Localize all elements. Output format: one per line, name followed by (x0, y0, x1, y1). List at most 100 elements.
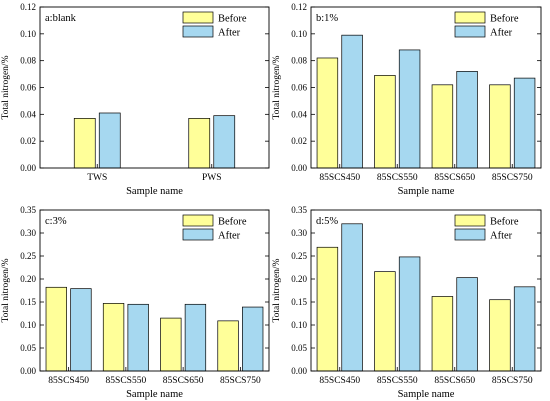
y-tick-label: 0.06 (20, 83, 36, 93)
panel-title: c:3% (45, 216, 67, 227)
bar-before-85scs750 (489, 299, 511, 372)
y-tick-label: 0.12 (291, 2, 307, 12)
legend-label-before: Before (490, 217, 519, 228)
bar-before-85scs550 (374, 271, 396, 372)
bar-before-85scs550 (374, 75, 396, 169)
bar-after-85scs450 (341, 223, 363, 372)
plot-frame (310, 209, 542, 372)
bar-before-85scs750 (489, 84, 511, 169)
legend-swatch-after (454, 228, 486, 241)
y-tick-label: 0.00 (20, 366, 36, 376)
y-tick-label: 0.15 (291, 297, 307, 307)
x-tick-label: PWS (202, 173, 222, 183)
bar-before-85scs750 (217, 320, 239, 372)
y-tick-label: 0.10 (20, 320, 36, 330)
legend-label-after: After (218, 231, 241, 242)
x-axis-label: Sample name (398, 389, 455, 400)
x-tick-label: 85SCS450 (319, 376, 360, 386)
legend-label-after: After (490, 28, 513, 39)
y-tick-label: 0.02 (291, 136, 307, 146)
x-tick-label: 85SCS450 (319, 173, 360, 183)
chart-panel-2: 0.00 0.05 0.10 0.15 0.20 0.25 0.30 0.35 85SCS450… (1, 205, 270, 400)
bar-after-pws (213, 115, 236, 169)
bar-before-pws (188, 118, 211, 169)
x-axis-label: Sample name (126, 186, 183, 197)
y-tick-label: 0.15 (20, 297, 36, 307)
plot-frame (39, 6, 270, 169)
bar-after-85scs750 (242, 306, 264, 372)
bar-before-85scs650 (160, 317, 182, 372)
bar-after-85scs550 (398, 49, 421, 169)
y-tick-label: 0.04 (291, 109, 307, 119)
y-axis-label: Total nitrogen/% (1, 55, 11, 119)
legend-swatch-after (454, 25, 486, 38)
x-tick-label: 85SCS550 (106, 376, 147, 386)
y-tick-label: 0.10 (291, 29, 307, 39)
bar-after-85scs450 (70, 288, 92, 372)
bar-after-85scs650 (184, 303, 207, 372)
y-tick-label: 0.25 (291, 251, 307, 261)
legend-swatch-after (182, 25, 214, 38)
chart-panel-0: 0.00 0.02 0.04 0.06 0.08 0.10 0.12 TWS PWS a:blan… (1, 2, 270, 197)
y-tick-label: 0.10 (291, 320, 307, 330)
x-tick-label: 85SCS750 (220, 376, 261, 386)
y-tick-label: 0.04 (20, 109, 36, 119)
legend-label-before: Before (218, 217, 247, 228)
x-axis-label: Sample name (398, 186, 455, 197)
legend-label-after: After (490, 231, 513, 242)
x-tick-label: 85SCS550 (377, 376, 418, 386)
x-tick-label: TWS (87, 173, 107, 183)
y-tick-label: 0.06 (291, 83, 307, 93)
x-tick-label: 85SCS550 (377, 173, 418, 183)
y-tick-label: 0.10 (20, 29, 36, 39)
chart-panel-1: 0.00 0.02 0.04 0.06 0.08 0.10 0.12 85SCS450 85SC… (272, 2, 542, 197)
panel-title: d:5% (316, 216, 338, 227)
x-tick-label: 85SCS650 (434, 376, 475, 386)
legend-swatch-before (182, 214, 214, 227)
legend-swatch-before (454, 11, 486, 24)
panel-title: a:blank (45, 13, 77, 24)
y-tick-label: 0.35 (20, 205, 36, 215)
bar-before-85scs450 (316, 246, 339, 372)
legend-swatch-before (182, 11, 214, 24)
panel-title: b:1% (316, 13, 338, 24)
y-tick-label: 0.02 (20, 136, 36, 146)
y-tick-label: 0.00 (20, 163, 36, 173)
bar-before-85scs450 (316, 57, 339, 169)
y-axis-label: Total nitrogen/% (272, 55, 282, 119)
y-tick-label: 0.20 (291, 274, 307, 284)
y-tick-label: 0.20 (20, 274, 36, 284)
y-tick-label: 0.30 (20, 228, 36, 238)
bar-after-tws (98, 112, 121, 169)
y-tick-label: 0.35 (291, 205, 307, 215)
bar-before-85scs650 (431, 296, 454, 372)
y-axis-label: Total nitrogen/% (1, 258, 11, 322)
legend-label-after: After (218, 28, 241, 39)
bar-after-85scs450 (341, 34, 363, 169)
x-tick-label: 85SCS650 (434, 173, 475, 183)
x-tick-label: 85SCS750 (492, 173, 533, 183)
bar-before-tws (73, 118, 96, 169)
bar-after-85scs550 (398, 256, 421, 372)
bar-after-85scs650 (456, 277, 478, 372)
plot-frame (310, 6, 542, 169)
legend-swatch-after (182, 228, 214, 241)
y-tick-label: 0.05 (20, 343, 36, 353)
legend-label-before: Before (490, 14, 519, 25)
x-tick-label: 85SCS450 (48, 376, 89, 386)
x-axis-label: Sample name (126, 389, 183, 400)
y-tick-label: 0.25 (20, 251, 36, 261)
x-tick-label: 85SCS650 (163, 376, 204, 386)
bar-after-85scs550 (127, 303, 149, 372)
bar-before-85scs650 (431, 84, 454, 169)
y-tick-label: 0.08 (20, 56, 36, 66)
y-tick-label: 0.00 (291, 366, 307, 376)
y-tick-label: 0.05 (291, 343, 307, 353)
legend-swatch-before (454, 214, 486, 227)
bar-after-85scs750 (513, 77, 536, 169)
bar-after-85scs750 (513, 286, 536, 372)
bar-before-85scs550 (102, 303, 125, 372)
y-tick-label: 0.08 (291, 56, 307, 66)
bar-before-85scs450 (45, 286, 67, 372)
